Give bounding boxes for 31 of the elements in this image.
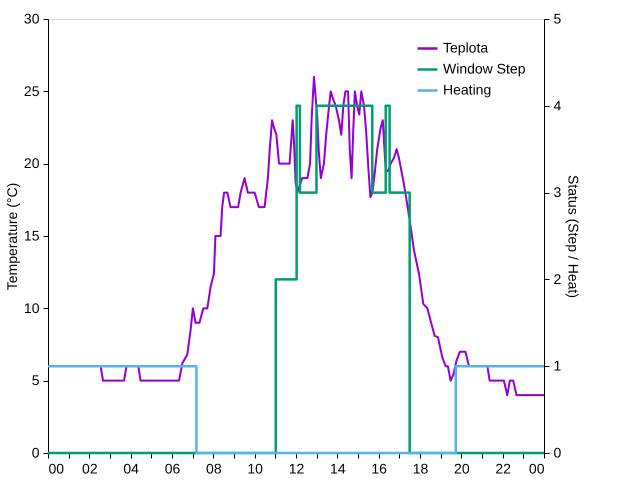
y2-axis-title: Status (Step / Heat) [565, 175, 582, 298]
y-tick-label: 20 [24, 155, 40, 172]
x-tick-label: 02 [82, 460, 98, 476]
y-tick-label: 15 [24, 228, 40, 244]
y-tick-label: 0 [32, 444, 40, 460]
y-tick-label: 30 [24, 10, 40, 26]
y-tick-label: 25 [24, 82, 40, 99]
y2-tick-label: 2 [554, 270, 562, 287]
legend-label: Window Step [443, 60, 526, 76]
y-axis-title: Temperature (°C) [4, 182, 20, 290]
y2-tick-label: 1 [554, 358, 562, 374]
x-tick-label: 10 [247, 460, 264, 476]
y-tick-label: 10 [24, 300, 40, 316]
y-tick-label: 5 [32, 372, 40, 388]
x-tick-label: 00 [48, 460, 64, 476]
x-tick-label: 12 [288, 460, 304, 476]
x-tick-label: 20 [454, 460, 470, 476]
y2-tick-label: 0 [554, 444, 562, 460]
legend-label: Heating [443, 82, 492, 98]
x-tick-label: 06 [164, 460, 180, 476]
x-tick-label: 18 [412, 460, 428, 476]
x-tick-label: 08 [206, 460, 222, 476]
x-tick-label: 04 [123, 460, 140, 476]
x-tick-label: 16 [371, 460, 388, 476]
x-tick-label: 14 [330, 460, 346, 476]
y2-tick-label: 4 [554, 97, 562, 114]
y2-tick-label: 3 [554, 184, 562, 200]
x-tick-label: 22 [495, 460, 512, 476]
x-tick-label: 00 [528, 460, 545, 476]
y2-tick-label: 5 [554, 10, 562, 26]
legend-label: Teplota [443, 40, 488, 56]
